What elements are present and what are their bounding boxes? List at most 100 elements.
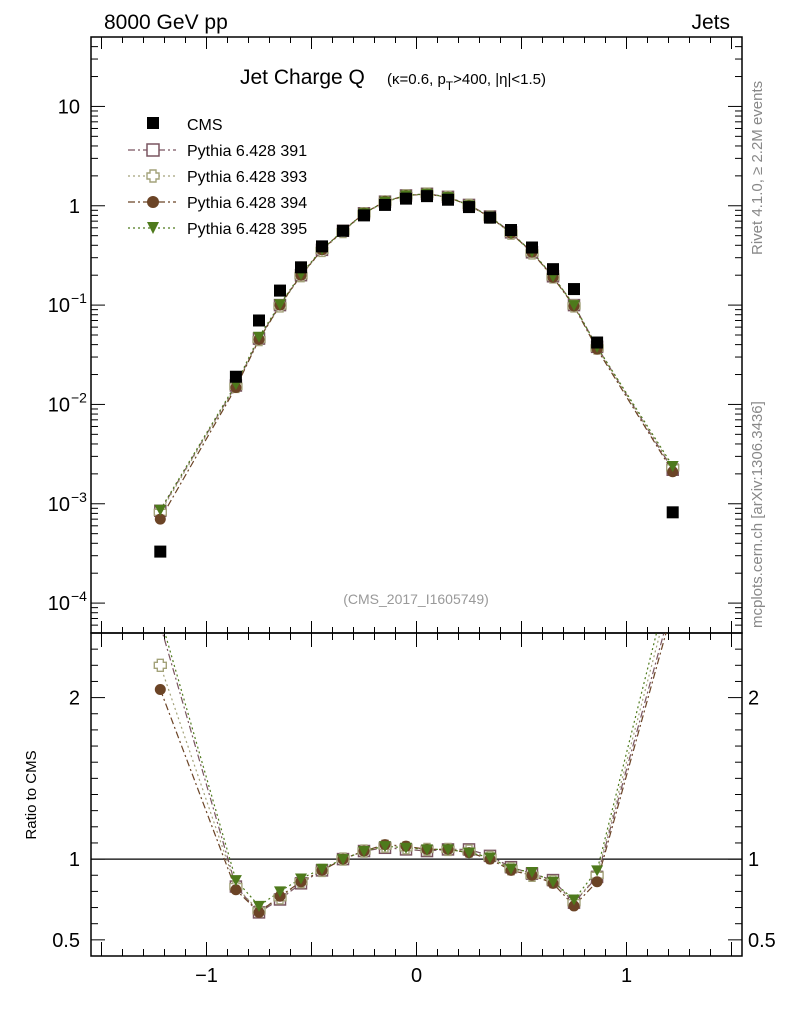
title-cut-part-2: >400, |η|<1.5) <box>453 71 546 88</box>
ratio-y-tick-label-right: 0.5 <box>748 930 776 952</box>
legend-marker-394 <box>147 196 159 208</box>
main-data-point <box>295 261 307 274</box>
main-data-point <box>505 224 517 237</box>
main-y-tick-label: 10 <box>58 96 80 118</box>
main-data-point <box>316 240 328 253</box>
ratio-axis-ticks <box>91 632 742 957</box>
ratio-data-point <box>484 852 496 864</box>
ratio-data-point <box>591 876 603 888</box>
legend-label-cms: CMS <box>187 117 223 134</box>
x-tick-label: 1 <box>621 965 632 987</box>
main-data-point <box>154 545 167 558</box>
main-data-point <box>568 300 580 312</box>
ratio-data-point <box>505 863 517 875</box>
mcplots-label: mcplots.cern.ch [arXiv:1306.3436] <box>749 401 766 628</box>
x-tick-label: −1 <box>195 965 218 987</box>
rivet-label: Rivet 4.1.0, ≥ 2.2M events <box>749 81 766 255</box>
ratio-y-tick-label-left: 0.5 <box>52 930 80 952</box>
x-tick-label: 0 <box>411 965 422 987</box>
ratio-y-tick-label-left: 1 <box>69 849 80 871</box>
main-data-point <box>547 263 559 276</box>
legend-label-395: Pythia 6.428 395 <box>187 221 307 238</box>
legend-label-391: Pythia 6.428 391 <box>187 143 307 160</box>
ratio-data-point <box>421 844 433 856</box>
main-data-point <box>253 331 265 343</box>
main-data-point <box>442 193 454 206</box>
main-data-point <box>154 504 167 516</box>
ratio-data-point <box>253 906 265 918</box>
main-data-point <box>666 506 679 519</box>
x-tick-labels: −1 0 1 <box>195 965 632 987</box>
ratio-data-point <box>295 873 307 885</box>
main-data-point <box>568 283 580 296</box>
main-y-tick-exponent: −1 <box>71 290 87 306</box>
main-data-point <box>591 336 604 349</box>
ratio-series-clipped <box>153 633 667 919</box>
main-data-point <box>484 211 496 224</box>
main-data-point <box>229 370 242 383</box>
ratio-data-point <box>526 867 538 879</box>
chart-title-cuts: (κ=0.6, pT>400, |η|<1.5) <box>387 71 546 93</box>
ratio-data-point <box>379 841 391 853</box>
ratio-series-line <box>164 633 658 907</box>
ratio-data-point <box>547 876 559 888</box>
main-data-point <box>358 209 370 222</box>
main-data-point <box>666 460 679 472</box>
main-data-point <box>400 192 412 205</box>
ratio-data-point <box>153 658 167 672</box>
main-data-point <box>154 513 166 525</box>
legend-label-394: Pythia 6.428 394 <box>187 195 307 212</box>
ratio-data-point <box>568 900 580 912</box>
main-data-point <box>274 284 286 297</box>
main-axis-ticks <box>91 36 742 634</box>
ratio-data-point <box>442 844 454 856</box>
legend-marker-cms <box>147 117 159 129</box>
main-y-tick-label: 1 <box>69 196 80 218</box>
ratio-axis-label: Ratio to CMS <box>23 750 40 839</box>
ratio-y-tick-label-right: 2 <box>748 688 759 710</box>
main-data-point <box>463 201 475 214</box>
main-y-tick-label: 10 <box>48 394 70 416</box>
main-series-group <box>153 187 680 558</box>
legend-marker-391 <box>146 143 160 157</box>
analysis-watermark: (CMS_2017_I1605749) <box>343 591 489 607</box>
main-data-point <box>526 241 538 254</box>
main-y-tick-exponent: −4 <box>71 588 87 604</box>
main-data-point <box>421 190 433 203</box>
ratio-data-point <box>229 875 242 887</box>
legend: CMS Pythia 6.428 391 Pythia 6.428 393 Py… <box>128 117 307 238</box>
ratio-data-point <box>591 865 604 877</box>
ratio-y-tick-labels: 0.5 0.5 1 1 2 2 <box>52 688 776 952</box>
legend-marker-393 <box>146 169 160 183</box>
ratio-data-point <box>230 884 242 896</box>
title-cut-subscript: T <box>446 79 454 93</box>
ratio-data-point <box>568 894 580 906</box>
ratio-data-point <box>274 886 286 898</box>
ratio-data-point <box>316 863 328 875</box>
main-series-line <box>159 193 674 520</box>
main-data-point <box>379 198 391 211</box>
energy-label: 8000 GeV pp <box>104 11 228 34</box>
main-y-tick-label: 10 <box>48 295 70 317</box>
chart-title: Jet Charge Q <box>240 66 365 89</box>
main-y-tick-exponent: −3 <box>71 489 87 505</box>
main-data-point <box>274 299 286 311</box>
ratio-series-group <box>153 633 667 919</box>
ratio-panel-frame <box>90 632 743 957</box>
main-y-tick-label: 10 <box>48 593 70 615</box>
main-data-point <box>253 314 265 327</box>
title-cut-part-1: (κ=0.6, p <box>387 71 446 88</box>
legend-marker-395 <box>147 222 159 234</box>
legend-label-393: Pythia 6.428 393 <box>187 169 307 186</box>
ratio-data-point <box>154 684 166 696</box>
main-data-point <box>337 224 349 237</box>
ratio-y-tick-label-left: 2 <box>69 688 80 710</box>
ratio-data-point <box>358 846 370 858</box>
main-y-tick-exponent: −2 <box>71 389 87 405</box>
ratio-y-tick-label-right: 1 <box>748 849 759 871</box>
ratio-data-point <box>400 842 412 854</box>
jets-label: Jets <box>691 11 730 34</box>
ratio-data-point <box>253 900 265 912</box>
